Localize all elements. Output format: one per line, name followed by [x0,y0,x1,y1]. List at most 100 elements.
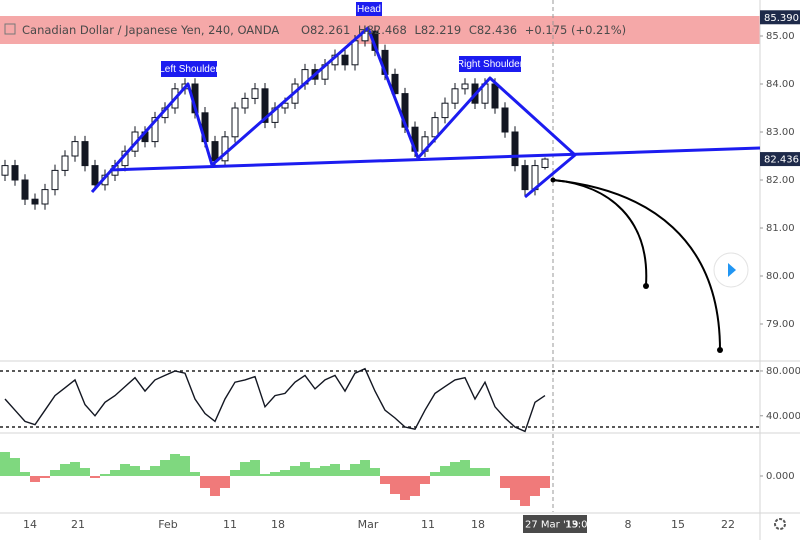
candle-body [241,97,249,109]
y-tick-label: 79.00 [766,319,795,330]
arrow-head [643,283,649,289]
candle-body [1,165,9,176]
ohlc-value: 82.219 [421,23,461,37]
ohlc-value: 82.261 [310,23,350,37]
candle-body [501,107,509,133]
symbol-icon[interactable] [4,23,16,35]
candle-body [231,107,239,138]
histogram-bar [230,470,240,476]
y-tick-label: 81.00 [766,223,795,234]
x-tick-label: Feb [158,518,177,531]
y-tick-label: 82.00 [766,175,795,186]
histogram-bar [120,464,130,476]
ohlc-value: 82.468 [367,23,407,37]
histogram-bar [50,470,60,476]
histogram-bar [470,468,480,476]
annotation: Head [357,4,381,15]
histogram-bar [200,476,210,488]
histogram-bar [440,466,450,476]
x-tick-label: 11 [421,518,435,531]
histogram-bar [310,468,320,476]
candle-body [151,117,159,143]
candle-body [391,73,399,95]
price-marker-label: 85.390 [764,13,799,24]
x-tick-label: Mar [358,518,379,531]
candle-body [431,117,439,138]
ohlc-label: O [301,23,310,37]
annotation-box [161,61,217,77]
histogram-bar [270,472,280,476]
rsi-line [4,367,546,433]
candle-body [251,88,259,99]
histogram-bar [520,476,530,506]
settings-button[interactable] [774,518,786,530]
histogram-bar [250,460,260,476]
histogram-bar [410,476,420,496]
histogram-bar [300,462,310,476]
candle-body [91,165,99,186]
arrow-start [550,177,556,183]
histogram-bar [400,476,410,500]
candle-body [511,131,519,167]
x-tick-label: 18 [271,518,285,531]
candle-body [81,141,89,167]
histogram-bar [70,462,80,476]
histogram-bar [460,460,470,476]
histogram-bar [290,466,300,476]
histogram-bar [180,456,190,476]
x-tick-label: 22 [721,518,735,531]
annotation: Right Shoulder [457,59,524,70]
histogram-bar [40,476,50,478]
crosshair-time: 13:00 [565,520,594,531]
x-tick-label: 15 [671,518,685,531]
ohlc-value: 82.436 [477,23,517,37]
last-price-box [760,152,800,167]
projection-arrow [552,179,648,286]
histogram-bar [380,476,390,484]
annotation-box [459,56,521,72]
y-tick-label: 84.00 [766,79,795,90]
histogram-bar [530,476,540,496]
arrow-head [717,347,723,353]
crosshair-box [523,515,587,533]
histogram-bar [320,466,330,476]
histogram-bar [340,470,350,476]
histogram-bar [480,468,490,476]
histogram-bar [80,468,90,476]
candle-body [11,165,19,181]
histogram-bar [540,476,550,488]
histogram-bar [20,472,30,476]
ohlc-label: L [414,23,421,37]
histogram-bar [350,464,360,476]
candle-body [31,198,39,205]
histogram-bar [160,460,170,476]
x-tick-label: 11 [223,518,237,531]
histogram-bar [60,464,70,476]
x-tick-label: 14 [23,518,37,531]
x-tick-label: 21 [71,518,85,531]
histogram-bar [150,466,160,476]
left-shoulder-line [90,82,214,193]
candle-body [41,189,49,205]
histogram-bar [90,476,100,478]
histogram-bar [140,470,150,476]
ohlc-label: H [358,23,367,37]
crosshair-date: 27 Mar '19 [525,520,578,531]
scroll-icon [728,263,736,277]
histogram-bar [100,474,110,476]
projection-arrow [552,179,721,351]
candle-body [441,102,449,119]
head-line [211,26,420,167]
histogram-bar [260,474,270,476]
histogram-bar [370,468,380,476]
annotation: Left Shoulder [159,64,219,75]
pattern-drawing: Left Shoulder Head Right Shoulder [90,2,761,353]
histogram-bar [130,466,140,476]
candle-body [341,54,349,66]
candle-body [71,141,79,157]
y-tick-label: 85.00 [766,31,795,42]
histogram-bar [0,452,10,476]
